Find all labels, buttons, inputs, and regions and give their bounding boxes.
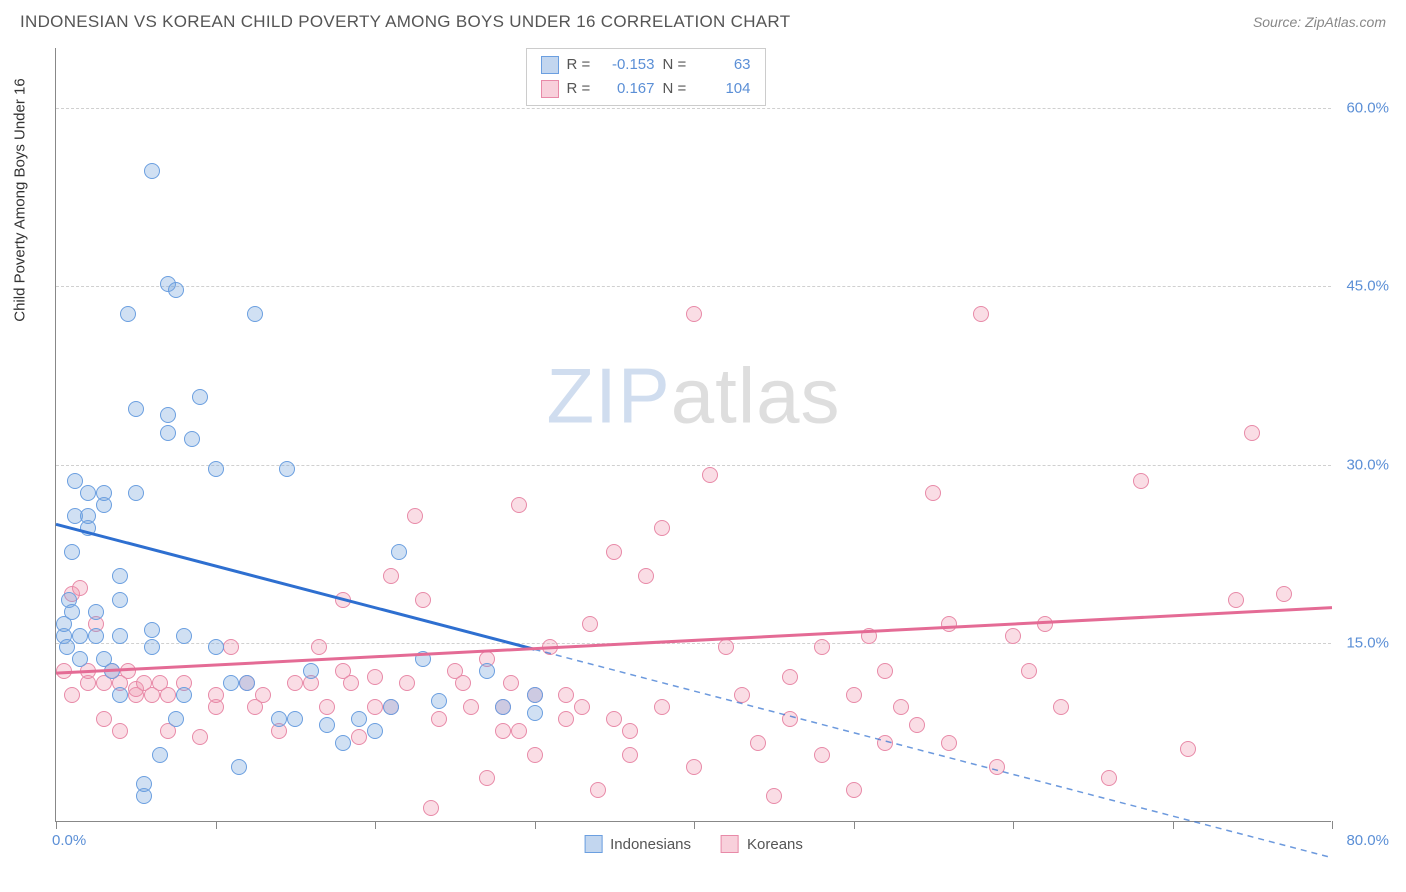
y-tick-label: 45.0% <box>1346 278 1389 295</box>
chart-area: Child Poverty Among Boys Under 16 ZIPatl… <box>55 48 1331 822</box>
n-label: N = <box>663 53 691 77</box>
x-tick <box>1173 821 1174 829</box>
swatch-koreans-icon <box>721 835 739 853</box>
n-value-koreans: 104 <box>699 77 751 101</box>
trend-lines <box>56 48 1332 822</box>
swatch-indonesians-icon <box>584 835 602 853</box>
correlation-legend: R = -0.153 N = 63 R = 0.167 N = 104 <box>526 48 766 106</box>
x-tick <box>694 821 695 829</box>
legend-label-koreans: Koreans <box>747 836 803 853</box>
source-attribution: Source: ZipAtlas.com <box>1253 14 1386 30</box>
x-tick <box>216 821 217 829</box>
r-label: R = <box>567 77 595 101</box>
swatch-koreans-icon <box>541 80 559 98</box>
r-value-koreans: 0.167 <box>603 77 655 101</box>
x-min-label: 0.0% <box>52 832 86 849</box>
x-max-label: 80.0% <box>1346 832 1389 849</box>
x-tick <box>375 821 376 829</box>
y-tick-label: 60.0% <box>1346 99 1389 116</box>
y-tick-label: 15.0% <box>1346 635 1389 652</box>
n-label: N = <box>663 77 691 101</box>
x-tick <box>1332 821 1333 829</box>
series-legend: Indonesians Koreans <box>584 835 803 853</box>
legend-label-indonesians: Indonesians <box>610 836 691 853</box>
r-value-indonesians: -0.153 <box>603 53 655 77</box>
legend-item-koreans: Koreans <box>721 835 803 853</box>
chart-title: INDONESIAN VS KOREAN CHILD POVERTY AMONG… <box>20 12 790 32</box>
r-label: R = <box>567 53 595 77</box>
y-tick-label: 30.0% <box>1346 456 1389 473</box>
y-axis-label: Child Poverty Among Boys Under 16 <box>12 78 29 321</box>
legend-row-koreans: R = 0.167 N = 104 <box>541 77 751 101</box>
x-tick <box>1013 821 1014 829</box>
n-value-indonesians: 63 <box>699 53 751 77</box>
swatch-indonesians-icon <box>541 56 559 74</box>
legend-item-indonesians: Indonesians <box>584 835 691 853</box>
x-tick <box>535 821 536 829</box>
plot-area <box>56 48 1331 821</box>
legend-row-indonesians: R = -0.153 N = 63 <box>541 53 751 77</box>
x-tick <box>56 821 57 829</box>
x-tick <box>854 821 855 829</box>
